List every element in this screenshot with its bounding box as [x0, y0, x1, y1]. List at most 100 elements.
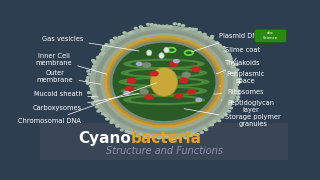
Circle shape [123, 32, 126, 33]
Circle shape [213, 120, 216, 122]
Ellipse shape [123, 95, 205, 105]
Text: Periplasmic
space: Periplasmic space [220, 71, 264, 86]
Ellipse shape [107, 38, 221, 126]
Circle shape [170, 62, 178, 66]
Circle shape [157, 137, 161, 139]
Circle shape [181, 135, 184, 137]
Text: Chromosomal DNA: Chromosomal DNA [18, 83, 156, 124]
Circle shape [219, 45, 222, 47]
Circle shape [116, 125, 119, 127]
Circle shape [121, 36, 124, 37]
Circle shape [150, 71, 158, 76]
Circle shape [189, 135, 192, 137]
Circle shape [210, 37, 213, 39]
Text: Outer
membrane: Outer membrane [37, 70, 100, 84]
Circle shape [165, 136, 168, 138]
Circle shape [185, 28, 188, 30]
FancyBboxPatch shape [254, 29, 286, 42]
Circle shape [203, 33, 206, 35]
Circle shape [110, 122, 113, 123]
Circle shape [192, 132, 195, 134]
Ellipse shape [140, 88, 149, 95]
Circle shape [136, 135, 139, 137]
Ellipse shape [121, 68, 207, 78]
Ellipse shape [109, 40, 219, 123]
Circle shape [196, 98, 202, 102]
Circle shape [224, 113, 227, 114]
Ellipse shape [104, 36, 224, 128]
Circle shape [106, 118, 109, 120]
Ellipse shape [123, 59, 205, 69]
Text: abc
Science: abc Science [263, 31, 278, 40]
Text: Storage polymer
granules: Storage polymer granules [184, 109, 281, 127]
Circle shape [154, 24, 157, 26]
Circle shape [228, 111, 230, 112]
Circle shape [101, 49, 104, 50]
Circle shape [98, 109, 101, 111]
Ellipse shape [150, 67, 178, 96]
Circle shape [165, 25, 168, 27]
Circle shape [128, 32, 131, 34]
Circle shape [134, 27, 137, 29]
Ellipse shape [118, 77, 210, 87]
Circle shape [118, 36, 121, 38]
Circle shape [223, 114, 227, 116]
Circle shape [162, 25, 164, 27]
Circle shape [154, 136, 156, 138]
Circle shape [93, 62, 96, 63]
Circle shape [87, 70, 90, 72]
Circle shape [143, 136, 146, 138]
Circle shape [128, 132, 131, 133]
Circle shape [238, 78, 241, 80]
Text: Carboxysomes: Carboxysomes [33, 93, 139, 111]
Circle shape [139, 134, 142, 135]
Circle shape [139, 26, 142, 28]
Circle shape [90, 89, 93, 90]
Circle shape [192, 28, 195, 30]
Circle shape [93, 94, 96, 96]
Circle shape [86, 80, 89, 81]
Circle shape [86, 83, 89, 84]
Circle shape [95, 100, 98, 102]
Circle shape [235, 64, 238, 65]
Circle shape [236, 96, 240, 98]
Circle shape [200, 132, 203, 133]
Circle shape [131, 133, 134, 134]
Ellipse shape [142, 62, 151, 69]
Circle shape [184, 137, 187, 139]
Circle shape [162, 136, 164, 138]
Circle shape [236, 90, 239, 92]
Circle shape [224, 50, 227, 52]
Circle shape [205, 36, 208, 38]
Circle shape [236, 69, 239, 71]
Circle shape [110, 41, 114, 43]
Circle shape [95, 106, 98, 108]
Circle shape [92, 97, 95, 99]
Circle shape [235, 75, 237, 77]
Circle shape [125, 131, 128, 132]
Circle shape [227, 53, 230, 55]
Circle shape [221, 116, 224, 118]
Ellipse shape [100, 33, 228, 131]
Circle shape [97, 110, 100, 112]
Circle shape [169, 26, 172, 28]
Circle shape [204, 129, 208, 130]
Circle shape [210, 124, 213, 126]
Circle shape [209, 124, 212, 125]
Circle shape [238, 81, 241, 83]
Ellipse shape [95, 30, 233, 134]
Text: Plasmid DNA: Plasmid DNA [191, 33, 261, 52]
Circle shape [173, 138, 176, 140]
Circle shape [215, 42, 218, 43]
Circle shape [87, 92, 91, 93]
Circle shape [102, 52, 105, 54]
Circle shape [211, 35, 214, 37]
Text: Mucoid sheath: Mucoid sheath [34, 91, 98, 97]
Circle shape [157, 25, 160, 27]
Circle shape [92, 68, 94, 70]
Text: Gas vesicles: Gas vesicles [42, 36, 139, 51]
Text: Cyano: Cyano [78, 131, 131, 146]
Circle shape [230, 61, 233, 63]
Ellipse shape [121, 86, 207, 96]
Ellipse shape [164, 47, 169, 53]
